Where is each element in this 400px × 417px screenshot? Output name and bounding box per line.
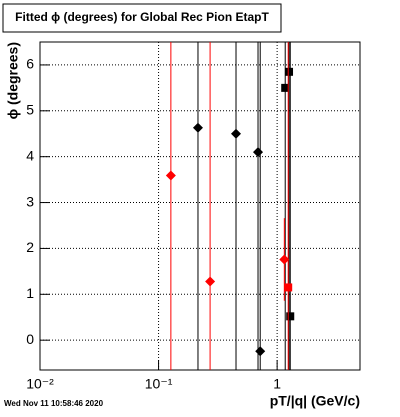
chart-title: Fitted ϕ (degrees) for Global Rec Pion E… (15, 10, 269, 24)
marker (281, 83, 290, 92)
marker (192, 122, 203, 133)
marker (286, 312, 295, 321)
marker (285, 67, 294, 76)
x-axis-label: pT/|q| (GeV/c) (270, 393, 360, 409)
marker (231, 128, 242, 139)
y-tick-label: 1 (26, 285, 34, 301)
marker (255, 346, 266, 357)
marker (284, 283, 293, 292)
x-tick-label: 10⁻² (26, 376, 54, 392)
y-axis-label: ϕ (degrees) (5, 42, 21, 119)
y-tick-label: 4 (26, 147, 34, 163)
footer: Wed Nov 11 10:58:46 2020 (4, 399, 104, 408)
y-tick-label: 2 (26, 239, 34, 255)
marker (253, 147, 264, 158)
x-tick-label: 10⁻¹ (145, 376, 173, 392)
frame (39, 41, 361, 371)
marker (279, 254, 290, 265)
title-box (2, 3, 282, 33)
y-tick-label: 0 (26, 331, 34, 347)
y-tick-label: 3 (26, 193, 34, 209)
y-tick-label: 5 (26, 102, 34, 118)
x-tick-label: 1 (273, 376, 281, 392)
marker (205, 276, 216, 287)
y-tick-label: 6 (26, 56, 34, 72)
marker (165, 170, 176, 181)
